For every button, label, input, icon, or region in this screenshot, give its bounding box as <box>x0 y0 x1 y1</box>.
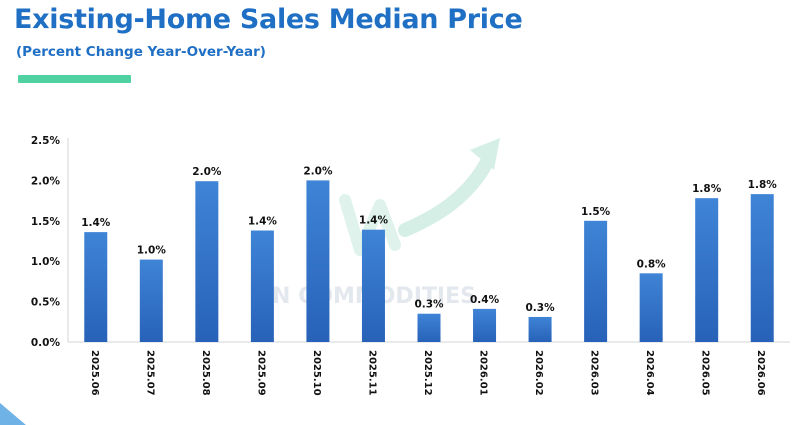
x-tick-label: 2025.09 <box>255 350 266 396</box>
x-axis: 2025.06 2025.07 2025.08 2025.09 2025.10 2025.… <box>89 350 766 396</box>
y-tick-label: 2.0% <box>31 175 61 187</box>
data-label: 1.8% <box>748 179 778 191</box>
data-label: 2.0% <box>192 166 222 178</box>
x-tick-label: 2025.07 <box>144 350 155 396</box>
accent-bar <box>18 75 131 83</box>
y-tick-label: 0.5% <box>31 297 61 309</box>
watermark-arrow-icon <box>398 153 495 237</box>
x-tick-label: 2025.06 <box>89 350 100 396</box>
data-labels: 1.4% 1.0% 2.0% 1.4% 2.0% 1.4% 0.3% 0.4% 0.3% 1.5%… <box>81 165 777 314</box>
y-tick-label: 1.5% <box>31 216 61 228</box>
bar <box>306 180 330 342</box>
x-tick-label: 2025.11 <box>366 350 377 396</box>
chart-title: Existing-Home Sales Median Price <box>14 4 523 35</box>
bar <box>417 313 441 342</box>
bar <box>473 308 497 342</box>
data-label: 1.4% <box>248 215 278 227</box>
data-label: 1.5% <box>581 206 611 218</box>
y-tick-label: 1.0% <box>31 256 61 268</box>
bar <box>84 232 108 342</box>
bars <box>84 180 774 342</box>
bar <box>695 198 719 342</box>
y-tick-label: 0.0% <box>31 337 61 349</box>
x-tick-label: 2026.01 <box>478 350 489 396</box>
chart-subtitle: (Percent Change Year-Over-Year) <box>16 44 266 60</box>
bar <box>250 230 274 342</box>
x-tick-label: 2026.04 <box>644 350 655 396</box>
bar <box>139 259 163 342</box>
y-tick-label: 2.5% <box>31 135 61 147</box>
data-label: 0.3% <box>414 299 444 311</box>
bar <box>584 220 608 342</box>
x-tick-label: 2026.02 <box>533 350 544 396</box>
x-tick-label: 2026.05 <box>700 350 711 396</box>
data-label: 1.4% <box>81 217 111 229</box>
watermark-mark-icon <box>339 194 401 256</box>
data-label: 0.4% <box>470 294 500 306</box>
bar <box>195 181 219 342</box>
bar <box>639 273 663 342</box>
data-label: 0.8% <box>637 258 667 270</box>
bar <box>750 194 774 342</box>
data-label: 1.0% <box>137 245 167 257</box>
x-tick-label: 2025.12 <box>422 350 433 396</box>
data-label: 1.4% <box>359 215 389 227</box>
data-label: 1.8% <box>692 183 722 195</box>
bar <box>528 316 552 342</box>
x-tick-label: 2025.08 <box>200 350 211 396</box>
data-label: 0.3% <box>526 302 556 314</box>
watermark-arrow-head <box>470 138 500 170</box>
data-label: 2.0% <box>303 165 333 177</box>
x-tick-label: 2026.03 <box>589 350 600 396</box>
bar <box>361 229 385 342</box>
corner-decoration <box>0 403 26 425</box>
x-tick-label: 2025.10 <box>311 350 322 396</box>
x-tick-label: 2026.06 <box>755 350 766 396</box>
